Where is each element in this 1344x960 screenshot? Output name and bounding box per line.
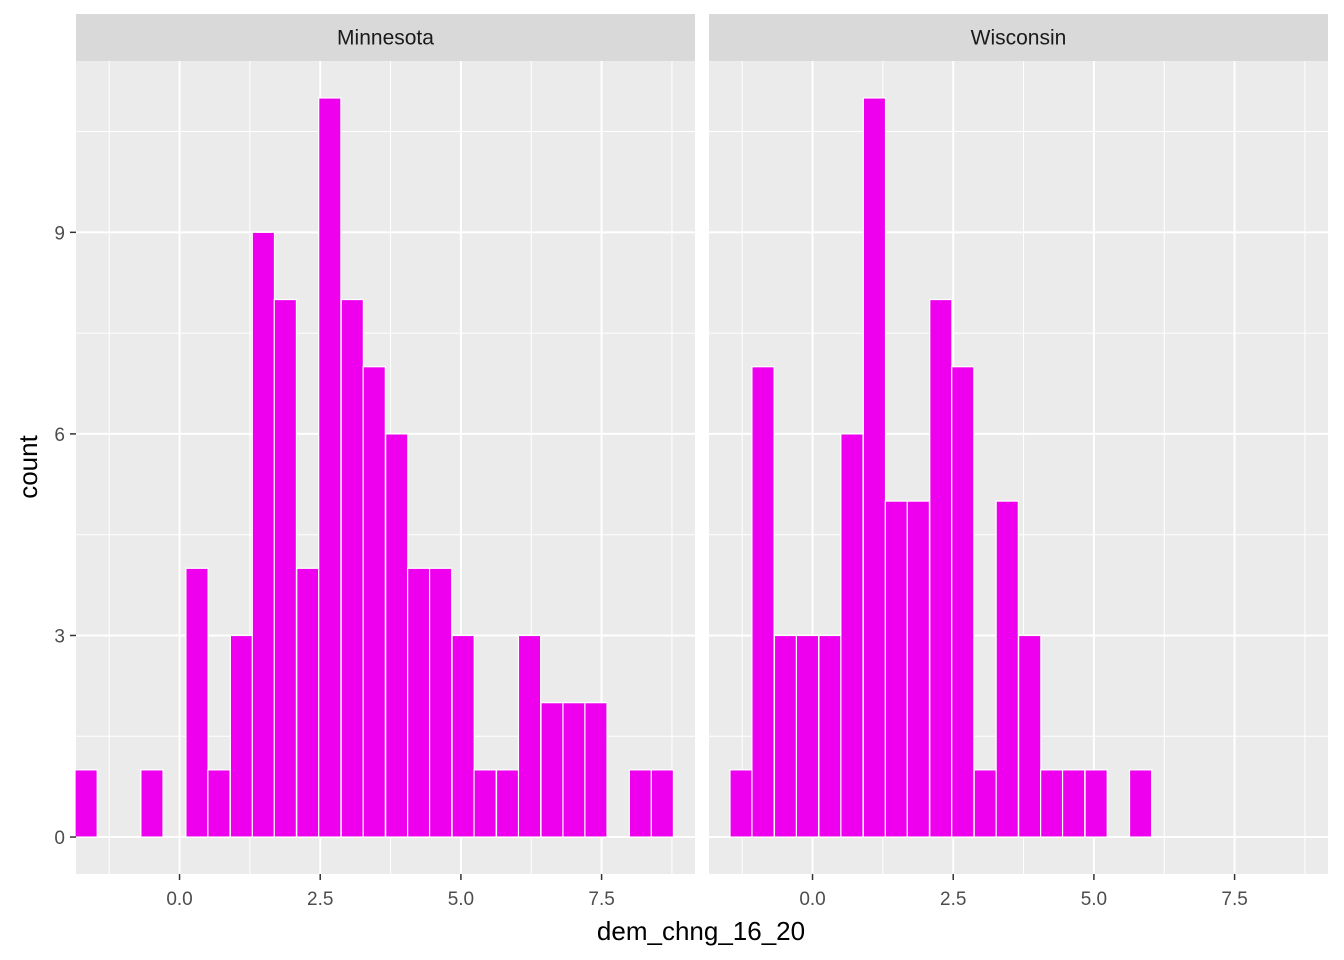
histogram-bar [540,702,564,838]
facet-strip [709,14,1328,61]
histogram-bar [495,769,520,838]
x-axis-title: dem_chng_16_20 [597,916,805,946]
histogram-bar [517,634,542,838]
histogram-bar [451,634,475,838]
histogram-bar [884,500,909,838]
histogram-bar [773,634,798,838]
y-tick-label: 0 [54,828,65,849]
x-tick-label: 5.0 [1081,889,1107,910]
x-tick-label: 5.0 [448,889,474,910]
histogram-bar [562,702,586,838]
histogram-bar [407,567,431,838]
histogram-bar [818,634,842,838]
facet-panel-wisconsin: Wisconsin 0.0 2.5 5.0 7.5 [709,14,1328,910]
facet-panel-minnesota: Minnesota 0.0 2.5 5.0 7.5 [74,14,695,910]
histogram-bar [1018,634,1042,838]
x-tick-label: 2.5 [940,889,966,910]
histogram-bar [140,769,164,838]
histogram-bar [973,769,997,838]
facet-label: Minnesota [337,27,434,50]
histogram-bar [428,567,453,838]
histogram-bar [185,567,209,838]
histogram-bar [951,366,975,838]
histogram-bar [318,97,342,838]
facet-panels: Minnesota 0.0 2.5 5.0 7.5 Wisconsin 0.0 2.5 5.0 7… [74,14,1328,910]
x-tick-label: 0.0 [166,889,192,910]
histogram-bar [584,702,608,838]
facet-strip [76,14,695,61]
histogram-bar [251,231,276,838]
histogram-bar [229,634,254,838]
histogram-bar [340,298,364,838]
histogram-bar [929,298,953,838]
histogram-bar [840,433,864,838]
histogram-bar [862,97,887,838]
y-tick-label: 3 [54,626,65,647]
x-tick-label: 2.5 [307,889,333,910]
y-axis-title: count [13,434,43,498]
histogram-bar [628,769,653,838]
histogram-bar [1128,769,1153,838]
y-tick-label: 9 [54,223,65,244]
histogram-bar [273,298,298,838]
histogram-bar [1040,769,1064,838]
x-tick-label: 0.0 [799,889,825,910]
histogram-bar [650,769,675,838]
histogram-bar [751,366,775,838]
facet-label: Wisconsin [971,27,1067,50]
histogram-bar [362,366,386,838]
histogram-bar [1061,769,1086,838]
histogram-bar [729,769,753,838]
x-tick-label: 7.5 [588,889,614,910]
histogram-bar [795,634,820,838]
x-tick-label: 7.5 [1221,889,1247,910]
histogram-bar [74,769,98,838]
histogram-bar [995,500,1019,838]
histogram-bar [473,769,497,838]
histogram-bar [385,433,409,838]
histogram-bar [1084,769,1108,838]
y-axis: 0 3 6 9 [54,223,76,849]
y-tick-label: 6 [54,425,65,446]
histogram-bar [296,567,320,838]
histogram-bar [207,769,231,838]
histogram-bar [906,500,931,838]
